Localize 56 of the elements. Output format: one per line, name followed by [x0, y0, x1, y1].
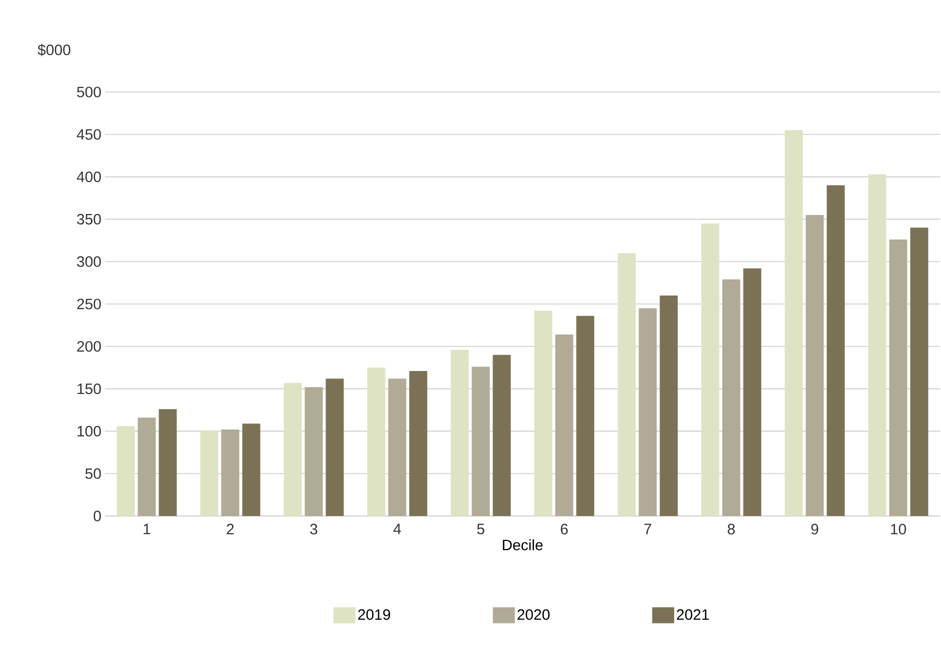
y-tick-label: 250: [77, 298, 101, 310]
bar: [576, 316, 594, 516]
y-tick-label: 200: [77, 341, 101, 352]
bar: [826, 185, 845, 516]
bar: [638, 308, 657, 516]
bar: [304, 387, 323, 516]
bar: [534, 310, 552, 516]
bar: [492, 354, 511, 516]
bar: [367, 368, 386, 516]
x-tick-label: 4: [393, 524, 401, 534]
bar: [722, 279, 740, 516]
bar: [743, 268, 762, 516]
y-tick-label: 0: [94, 510, 101, 522]
y-axis-title: $000: [38, 44, 70, 56]
bar: [326, 378, 344, 516]
legend-label: 2019: [358, 609, 390, 620]
bar: [221, 430, 240, 516]
bar: [138, 418, 156, 516]
x-tick-label: 2: [226, 524, 234, 534]
bar: [158, 409, 177, 516]
bar: [116, 426, 135, 516]
y-tick-label: 300: [77, 256, 101, 267]
bar: [284, 382, 302, 516]
bar: [889, 240, 908, 516]
x-tick-label: 9: [811, 524, 818, 534]
y-tick-label: 350: [77, 214, 101, 225]
y-tick-label: 100: [78, 426, 101, 437]
bar: [701, 223, 720, 516]
y-tick-label: 150: [78, 383, 101, 394]
legend-label: 2021: [676, 609, 709, 620]
bar: [660, 296, 678, 516]
y-tick-label: 450: [76, 129, 101, 140]
bar: [555, 334, 574, 516]
bar: [472, 366, 490, 516]
y-tick-label: 50: [85, 468, 101, 479]
x-axis-title: Decile: [502, 539, 543, 550]
x-tick-label: 8: [728, 524, 735, 534]
x-tick-label: 7: [644, 524, 652, 534]
x-tick-label: 5: [477, 524, 484, 534]
bar: [450, 350, 469, 516]
y-tick-label: 500: [77, 86, 101, 98]
x-tick-label: 10: [891, 524, 906, 534]
bar: [910, 228, 928, 516]
bar: [618, 253, 636, 516]
x-tick-label: 3: [310, 524, 318, 534]
bar: [409, 370, 428, 516]
bar: [806, 214, 824, 516]
legend-label: 2020: [518, 609, 550, 620]
y-tick-label: 400: [76, 171, 101, 182]
x-tick-label: 1: [144, 524, 150, 534]
bar: [388, 378, 406, 516]
bar: [242, 424, 260, 516]
bar: [868, 174, 886, 516]
x-tick-label: 6: [560, 524, 568, 534]
bar: [784, 130, 803, 516]
bar: [200, 430, 218, 516]
